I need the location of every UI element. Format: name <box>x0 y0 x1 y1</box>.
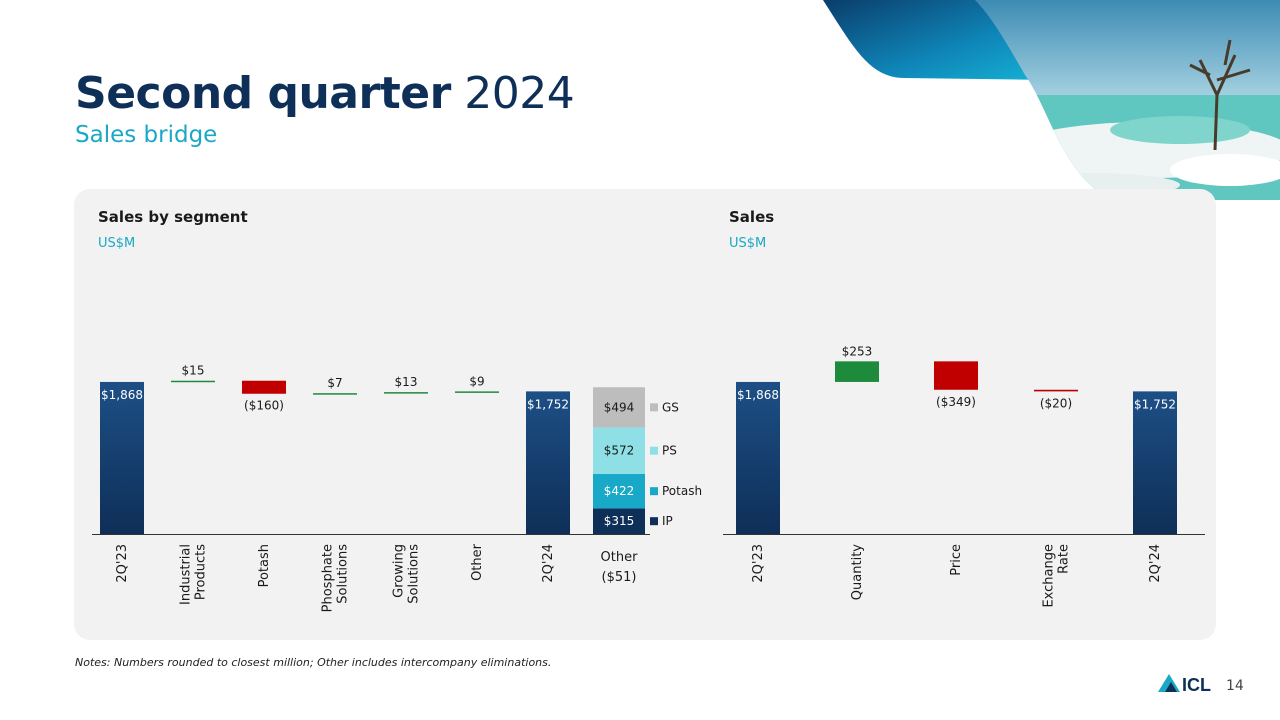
tick-label: ($51) <box>602 570 637 585</box>
data-label: $13 <box>395 375 418 389</box>
data-label: ($20) <box>1040 396 1072 410</box>
tick-label: Solutions <box>336 544 351 604</box>
footnote: Notes: Numbers rounded to closest millio… <box>75 656 552 669</box>
data-label: ($160) <box>244 399 284 413</box>
page-title: Second quarter 2024 <box>75 68 575 119</box>
chart-title: Sales by segment <box>98 208 248 226</box>
bar-decrease <box>1034 389 1078 392</box>
data-label: $253 <box>842 344 873 358</box>
legend-item: GS <box>662 400 679 414</box>
logo-mark-icon <box>1158 674 1180 692</box>
bar-increase <box>384 392 428 394</box>
bar-increase <box>835 361 879 382</box>
data-label: $1,752 <box>1134 397 1176 411</box>
title-year: 2024 <box>464 68 575 119</box>
bar-increase <box>313 393 357 395</box>
tick-label: Solutions <box>407 544 422 604</box>
data-label: $1,752 <box>527 397 569 411</box>
bar-total <box>526 391 570 534</box>
chart-title: Sales <box>729 208 774 226</box>
stack-segment-gs <box>593 387 645 428</box>
stack-segment-ps <box>593 427 645 475</box>
tick-label: 2Q'23 <box>115 544 130 583</box>
data-label: $315 <box>604 514 635 528</box>
page-subtitle: Sales bridge <box>75 122 218 148</box>
tick-label: Other <box>601 550 639 565</box>
legend-swatch <box>650 446 658 455</box>
tick-label: Potash <box>257 544 272 587</box>
tick-label: Products <box>194 544 209 600</box>
icl-logo: ICL <box>1158 674 1211 694</box>
tick-label: 2Q'24 <box>541 544 556 583</box>
bar-total <box>1133 391 1177 534</box>
data-label: $1,868 <box>101 388 143 402</box>
legend-swatch <box>650 517 658 526</box>
chart-unit: US$M <box>98 236 135 251</box>
bar-increase <box>171 380 215 383</box>
tick-label: Quantity <box>850 544 865 600</box>
bar-total <box>100 381 144 534</box>
data-label: $15 <box>182 364 205 378</box>
data-label: $1,868 <box>737 388 779 402</box>
legend-item: Potash <box>662 484 702 498</box>
title-bold: Second quarter <box>75 68 451 119</box>
logo-text: ICL <box>1182 675 1211 694</box>
data-label: ($349) <box>936 395 976 409</box>
data-label: $572 <box>604 444 635 458</box>
legend-swatch <box>650 487 658 496</box>
tick-label: Phosphate <box>321 544 336 612</box>
data-label: $494 <box>604 400 635 414</box>
bar-decrease <box>242 380 286 394</box>
tick-label: Rate <box>1057 544 1072 574</box>
data-label: $9 <box>469 374 484 388</box>
legend-item: PS <box>662 444 677 458</box>
tick-label: 2Q'24 <box>1148 544 1163 583</box>
data-label: $422 <box>604 484 635 498</box>
page-number: 14 <box>1226 678 1244 694</box>
data-label: $7 <box>327 376 342 390</box>
tick-label: Growing <box>392 544 407 598</box>
stack-segment-ip <box>593 508 645 534</box>
bar-decrease <box>934 361 978 390</box>
tick-label: Exchange <box>1042 544 1057 608</box>
chart-unit: US$M <box>729 236 766 251</box>
bar-increase <box>455 391 499 393</box>
tick-label: Other <box>470 543 485 581</box>
tick-label: Industrial <box>179 544 194 605</box>
tick-label: Price <box>949 544 964 576</box>
legend-swatch <box>650 403 658 412</box>
tick-label: 2Q'23 <box>751 544 766 583</box>
stack-segment-potash <box>593 474 645 509</box>
bar-total <box>736 381 780 534</box>
legend-item: IP <box>662 514 673 528</box>
